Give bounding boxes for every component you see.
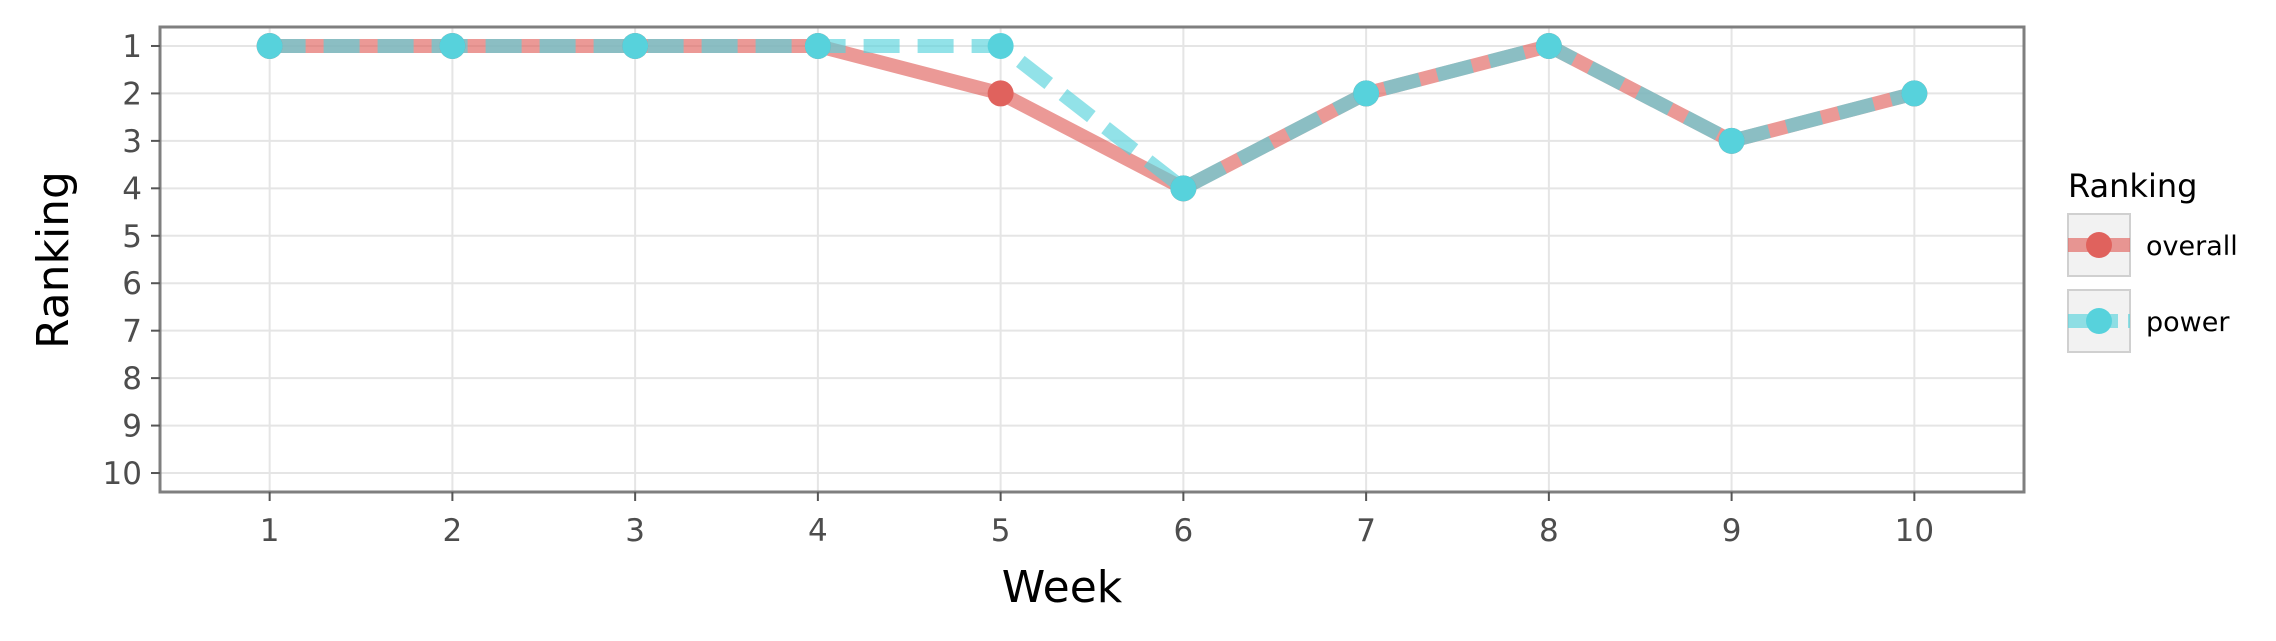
legend-label-overall: overall [2146,231,2238,262]
y-tick-label: 5 [122,219,142,255]
x-tick-label: 9 [1722,513,1742,549]
point-power [1535,32,1562,59]
point-power [1353,80,1380,107]
legend-title: Ranking [2068,167,2197,205]
y-tick-label: 8 [122,361,142,397]
y-tick-label: 1 [122,29,142,65]
y-tick-label: 3 [122,124,142,160]
point-power [439,32,466,59]
x-tick-label: 4 [808,513,828,549]
y-tick-label: 10 [103,456,142,492]
x-tick-label: 2 [443,513,463,549]
x-tick-label: 8 [1539,513,1559,549]
point-overall [987,80,1014,107]
legend: Ranking overall power [2067,167,2238,353]
x-axis-ticks: 1 2 3 4 5 6 7 8 9 10 [260,492,1934,549]
point-power [256,32,283,59]
x-tick-label: 3 [625,513,645,549]
y-tick-label: 2 [122,76,142,112]
series-lines [269,39,1917,196]
x-tick-label: 1 [260,513,280,549]
point-power [622,32,649,59]
point-power [804,32,831,59]
legend-marker-overall [2086,232,2112,258]
legend-label-power: power [2146,307,2230,338]
y-tick-label: 4 [122,171,142,207]
point-power [1901,80,1928,107]
y-tick-label: 9 [122,409,142,445]
point-power [1718,127,1745,154]
x-axis-title: Week [1002,562,1123,613]
plot-border [158,25,2026,494]
point-power [987,32,1014,59]
plot-panel [160,27,2024,492]
x-tick-label: 7 [1356,513,1376,549]
series-points [256,32,1928,202]
y-tick-label: 6 [122,266,142,302]
point-power [1170,175,1197,202]
legend-marker-power [2086,308,2112,334]
y-axis-ticks: 1 2 3 4 5 6 7 8 9 10 [103,29,160,492]
x-tick-label: 5 [991,513,1011,549]
x-tick-label: 10 [1895,513,1934,549]
series-line-power [269,39,1917,196]
y-tick-label: 7 [122,314,142,350]
y-axis-title: Ranking [28,171,79,349]
x-tick-label: 6 [1174,513,1194,549]
